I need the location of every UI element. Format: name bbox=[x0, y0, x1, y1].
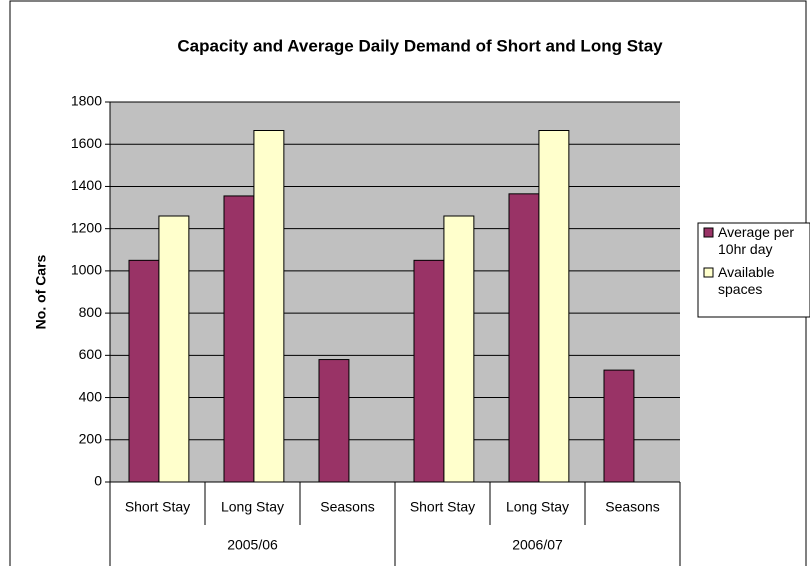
bar bbox=[253, 130, 285, 483]
bar bbox=[128, 259, 160, 483]
bar bbox=[223, 195, 255, 483]
x-tick-label: Short Stay bbox=[410, 499, 475, 515]
y-tick-label: 600 bbox=[79, 346, 103, 362]
y-tick-label: 1600 bbox=[71, 135, 102, 151]
y-tick-label: 1400 bbox=[71, 177, 102, 193]
x-tick-label: Seasons bbox=[320, 499, 374, 515]
chart-title: Capacity and Average Daily Demand of Sho… bbox=[177, 36, 663, 55]
group-label: 2006/07 bbox=[512, 537, 563, 553]
x-tick-label: Long Stay bbox=[506, 499, 569, 515]
y-tick-label: 800 bbox=[79, 304, 103, 320]
bar bbox=[413, 259, 445, 483]
y-tick-label: 1000 bbox=[71, 262, 102, 278]
y-tick-label: 1800 bbox=[71, 93, 102, 109]
bar bbox=[603, 369, 635, 483]
y-tick-label: 1200 bbox=[71, 219, 102, 235]
legend-box bbox=[697, 222, 810, 318]
y-tick-label: 200 bbox=[79, 430, 103, 446]
x-tick-label: Short Stay bbox=[125, 499, 190, 515]
group-label: 2005/06 bbox=[227, 537, 278, 553]
plot-area bbox=[110, 102, 680, 482]
x-tick-label: Seasons bbox=[605, 499, 659, 515]
legend-swatch bbox=[703, 267, 714, 278]
bar bbox=[158, 215, 190, 483]
legend-swatch bbox=[703, 227, 714, 238]
y-axis-title: No. of Cars bbox=[33, 254, 49, 329]
y-tick-label: 400 bbox=[79, 388, 103, 404]
bar bbox=[508, 193, 540, 483]
x-tick-label: Long Stay bbox=[221, 499, 284, 515]
bar bbox=[318, 359, 350, 483]
legend-label: Available spaces bbox=[718, 264, 775, 297]
bar bbox=[443, 215, 475, 483]
y-tick-label: 0 bbox=[94, 473, 102, 489]
legend-label: Average per 10hr day bbox=[718, 224, 795, 257]
bar bbox=[538, 130, 570, 483]
